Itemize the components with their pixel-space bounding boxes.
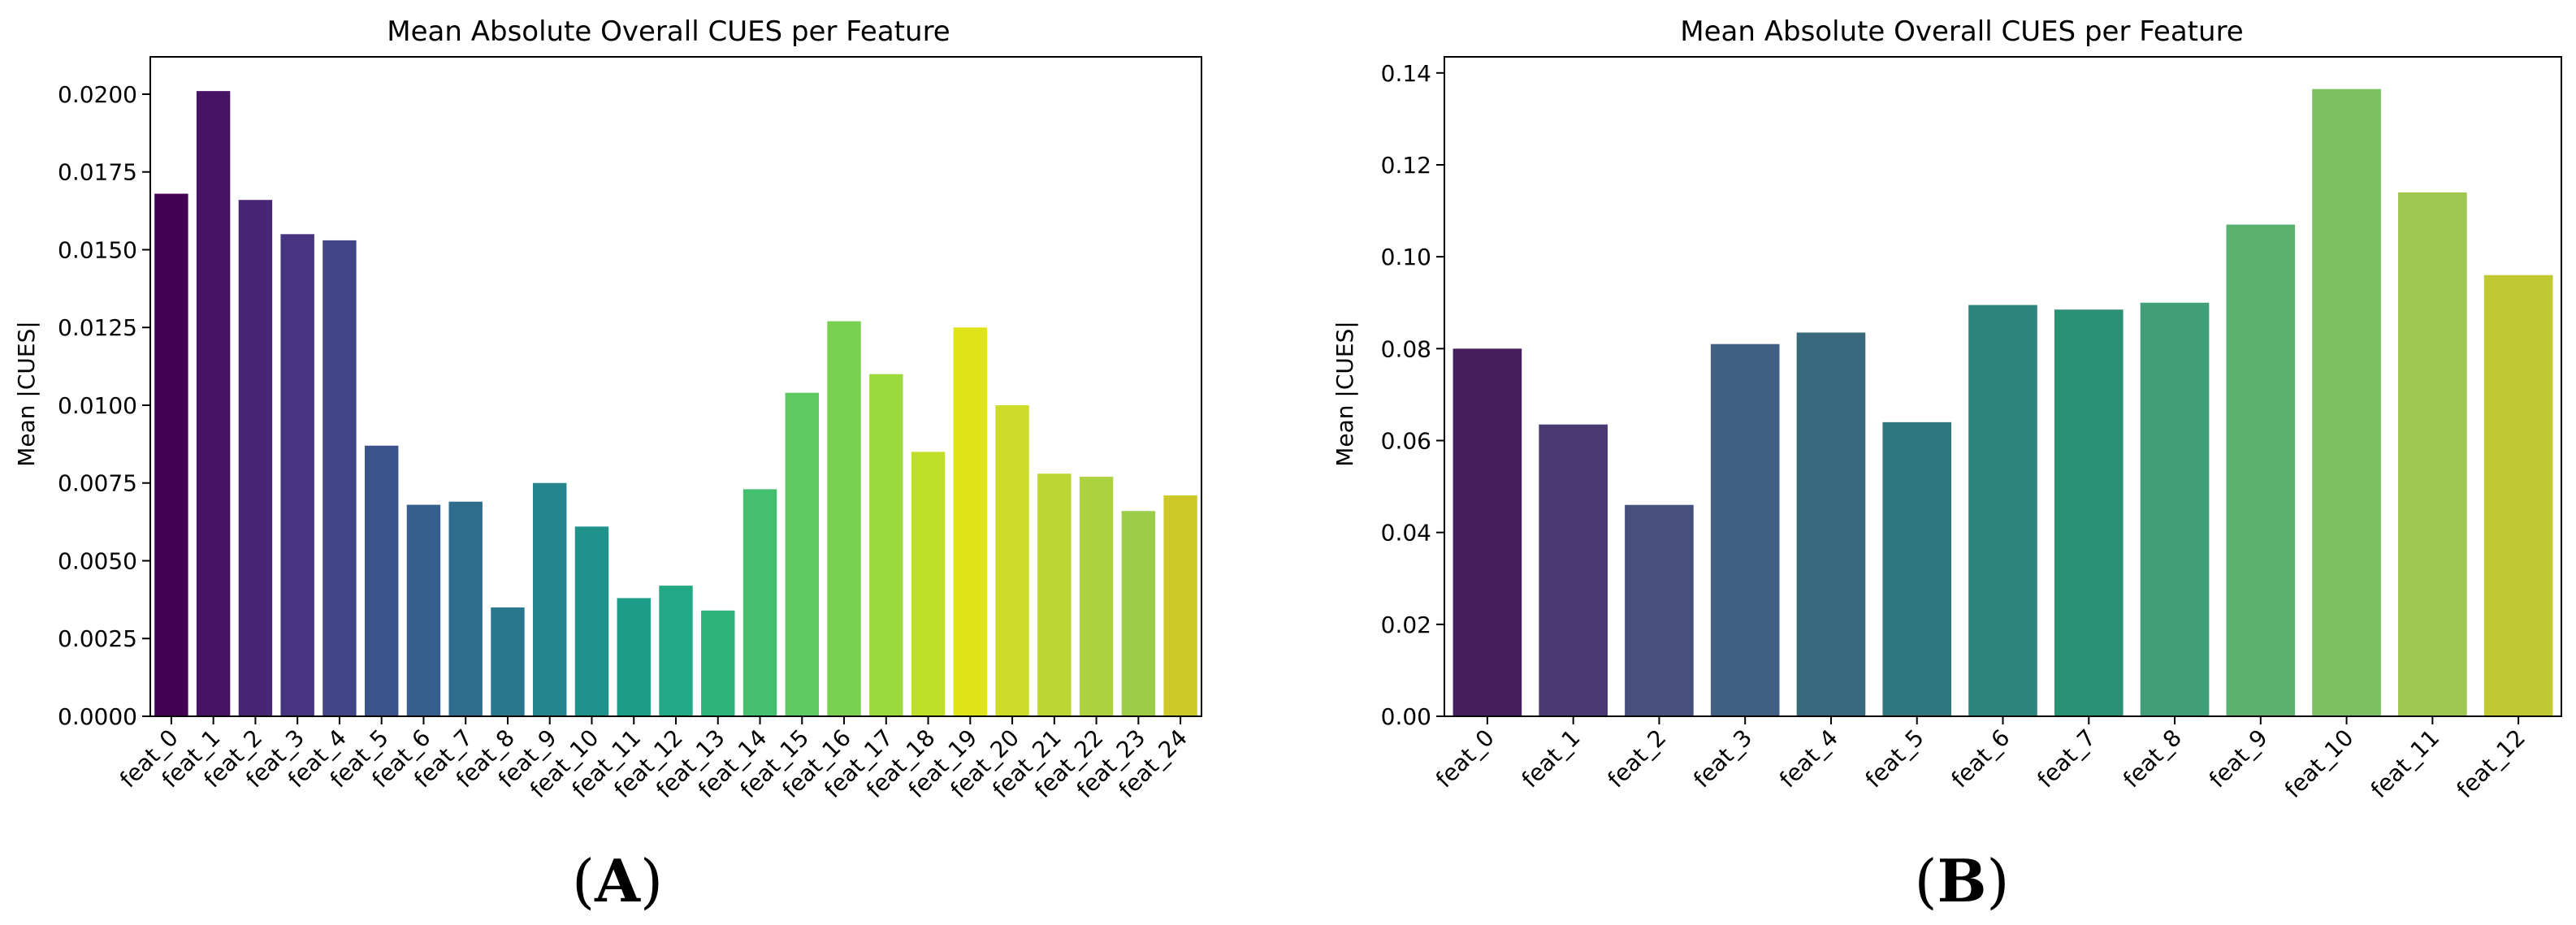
x-tick-label: feat_2 [1602, 724, 1671, 793]
x-tick-label: feat_4 [1774, 724, 1843, 793]
x-tick-label: feat_7 [2032, 724, 2101, 793]
y-axis-label: Mean |CUES| [1331, 321, 1358, 467]
bar-feat-6 [406, 504, 441, 716]
bar-feat-2 [1625, 504, 1694, 716]
bar-feat-7 [448, 501, 483, 716]
y-ticks: 0.00 0.02 0.04 0.06 0.08 0.10 0.12 0.14 [1381, 60, 1444, 730]
bar-feat-24 [1163, 495, 1197, 716]
chart-panel-b: Mean Absolute Overall CUES per Feature M… [1331, 15, 2562, 915]
x-tick-label: feat_1 [1517, 724, 1586, 793]
y-tick-label: 0.0075 [58, 470, 137, 497]
y-tick-label: 0.0175 [58, 159, 137, 186]
x-tick-label: feat_11 [2366, 724, 2444, 803]
bar-feat-9 [2226, 224, 2296, 716]
y-tick-label: 0.0100 [58, 392, 137, 419]
x-tick-label: feat_9 [2204, 724, 2273, 793]
x-tick-label: feat_12 [2452, 724, 2531, 803]
x-ticks: feat_0feat_1feat_2feat_3feat_4feat_5feat… [115, 716, 1193, 803]
x-tick-label: feat_3 [1688, 724, 1757, 793]
bars-group [1453, 89, 2553, 717]
bar-feat-7 [2054, 309, 2124, 716]
y-axis-label: Mean |CUES| [13, 321, 40, 467]
bar-feat-3 [280, 234, 314, 716]
bar-feat-0 [154, 193, 188, 716]
y-tick-label: 0.0025 [58, 625, 137, 652]
y-tick-label: 0.14 [1381, 60, 1431, 87]
panel-label-a: (A) [572, 846, 663, 915]
bar-feat-17 [869, 374, 903, 716]
bar-feat-10 [2312, 89, 2381, 717]
y-tick-label: 0.0000 [58, 703, 137, 730]
y-tick-label: 0.12 [1381, 152, 1431, 179]
bar-feat-1 [1539, 424, 1608, 716]
bar-feat-6 [1968, 305, 2037, 716]
bars-group [154, 91, 1197, 717]
panel-label-b: (B) [1914, 846, 2009, 915]
bar-feat-5 [1882, 421, 1952, 716]
y-tick-label: 0.04 [1381, 520, 1431, 547]
plot-frame [149, 56, 1202, 717]
bar-feat-12 [659, 586, 693, 716]
y-ticks: 0.0000 0.0025 0.0050 0.0075 0.0100 0.0125 0.01… [58, 81, 150, 730]
y-tick-label: 0.0150 [58, 236, 137, 263]
bar-feat-9 [533, 482, 567, 716]
bar-feat-21 [1037, 473, 1072, 716]
chart-panel-a: Mean Absolute Overall CUES per Feature M… [13, 15, 1202, 915]
chart-title: Mean Absolute Overall CUES per Feature [1680, 15, 2243, 48]
bar-feat-11 [2398, 192, 2467, 717]
bar-feat-8 [2140, 302, 2210, 716]
bar-feat-5 [364, 445, 399, 716]
x-tick-label: feat_10 [2279, 724, 2358, 803]
bar-feat-3 [1710, 344, 1780, 716]
bar-feat-15 [785, 392, 819, 716]
y-tick-label: 0.06 [1381, 427, 1431, 454]
bar-feat-1 [196, 91, 231, 716]
bar-feat-18 [911, 452, 946, 716]
bar-feat-14 [742, 489, 777, 716]
bar-feat-23 [1121, 511, 1156, 716]
y-tick-label: 0.0200 [58, 81, 137, 108]
bar-feat-22 [1079, 477, 1114, 716]
y-tick-label: 0.0050 [58, 547, 137, 574]
bar-feat-12 [2483, 274, 2553, 716]
bar-feat-16 [827, 321, 861, 716]
bar-feat-4 [323, 240, 357, 716]
bar-feat-13 [701, 610, 735, 716]
bar-feat-19 [953, 327, 988, 716]
bar-feat-8 [491, 607, 525, 716]
y-tick-label: 0.08 [1381, 335, 1431, 362]
y-tick-label: 0.00 [1381, 703, 1431, 730]
bar-feat-10 [574, 526, 609, 716]
bar-feat-0 [1453, 348, 1522, 716]
plot-frame [1444, 56, 2562, 717]
bar-feat-20 [995, 404, 1029, 716]
chart-title: Mean Absolute Overall CUES per Feature [387, 15, 950, 48]
x-tick-label: feat_5 [1860, 724, 1929, 793]
x-tick-label: feat_8 [2118, 724, 2187, 793]
x-tick-label: feat_6 [1946, 724, 2015, 793]
bar-feat-2 [238, 200, 273, 717]
x-tick-label: feat_0 [1431, 724, 1500, 793]
y-tick-label: 0.10 [1381, 244, 1431, 270]
bar-feat-11 [617, 598, 651, 716]
y-tick-label: 0.02 [1381, 612, 1431, 638]
y-tick-label: 0.0125 [58, 314, 137, 341]
bar-feat-4 [1796, 332, 1866, 716]
